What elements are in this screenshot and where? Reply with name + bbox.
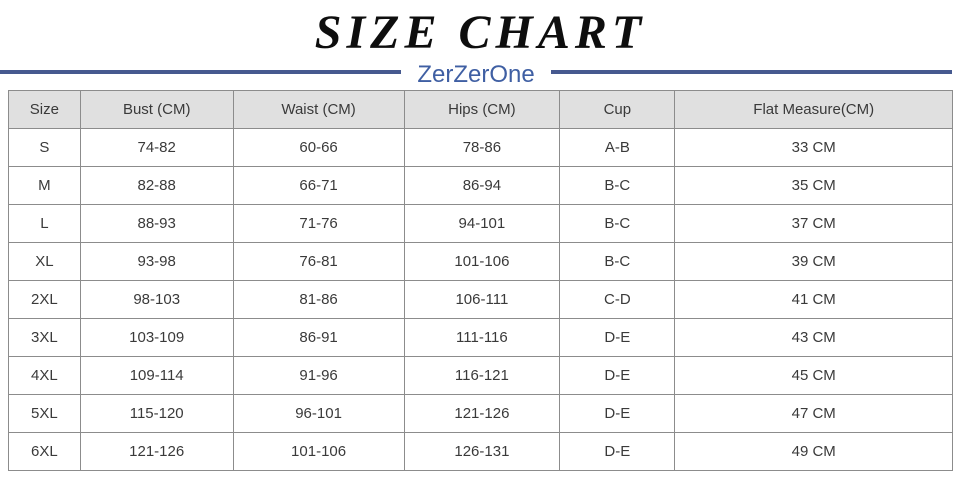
table-cell: 126-131	[403, 431, 561, 471]
table-cell: 115-120	[79, 393, 234, 433]
table-cell: 33 CM	[674, 127, 953, 167]
table-row: 3XL 103-109 86-91 111-116 D-E 43 CM	[8, 317, 953, 357]
table-cell: 106-111	[403, 279, 561, 319]
table-cell: 101-106	[232, 431, 405, 471]
table-cell: 37 CM	[674, 203, 953, 243]
size-cell: L	[8, 203, 81, 243]
table-row: M 82-88 66-71 86-94 B-C 35 CM	[8, 165, 953, 205]
table-row: XL 93-98 76-81 101-106 B-C 39 CM	[8, 241, 953, 281]
table-cell: 98-103	[79, 279, 234, 319]
table-cell: 121-126	[79, 431, 234, 471]
size-cell: 2XL	[8, 279, 81, 319]
table-row: S 74-82 60-66 78-86 A-B 33 CM	[8, 127, 953, 167]
table-cell: 81-86	[232, 279, 405, 319]
table-cell: D-E	[559, 317, 676, 357]
table-cell: 93-98	[79, 241, 234, 281]
size-chart-table: Size Bust (CM) Waist (CM) Hips (CM) Cup Flat …	[8, 89, 953, 471]
table-cell: 86-94	[403, 165, 561, 205]
table-cell: A-B	[559, 127, 676, 167]
size-table-body: S 74-82 60-66 78-86 A-B 33 CM M 82-88 66-71 86-94…	[8, 127, 953, 471]
table-cell: 78-86	[403, 127, 561, 167]
size-cell: M	[8, 165, 81, 205]
column-header: Bust (CM)	[79, 89, 234, 129]
page-title: SIZE CHART	[314, 6, 647, 59]
table-cell: 103-109	[79, 317, 234, 357]
table-cell: 43 CM	[674, 317, 953, 357]
table-cell: B-C	[559, 165, 676, 205]
table-row: 5XL 115-120 96-101 121-126 D-E 47 CM	[8, 393, 953, 433]
table-cell: 91-96	[232, 355, 405, 395]
table-cell: 96-101	[232, 393, 405, 433]
table-header-row: Size Bust (CM) Waist (CM) Hips (CM) Cup Flat …	[8, 89, 953, 129]
brand-name: ZerZerOne	[417, 60, 535, 88]
size-cell: 4XL	[8, 355, 81, 395]
table-cell: 101-106	[403, 241, 561, 281]
table-cell: 35 CM	[674, 165, 953, 205]
column-header: Waist (CM)	[232, 89, 405, 129]
table-row: 2XL 98-103 81-86 106-111 C-D 41 CM	[8, 279, 953, 319]
table-cell: B-C	[559, 241, 676, 281]
table-cell: 121-126	[403, 393, 561, 433]
table-cell: 49 CM	[674, 431, 953, 471]
size-cell: 6XL	[8, 431, 81, 471]
column-header: Size	[8, 89, 81, 129]
size-cell: XL	[8, 241, 81, 281]
table-cell: 86-91	[232, 317, 405, 357]
table-cell: 45 CM	[674, 355, 953, 395]
table-cell: C-D	[559, 279, 676, 319]
table-cell: 47 CM	[674, 393, 953, 433]
table-cell: 82-88	[79, 165, 234, 205]
size-cell: 3XL	[8, 317, 81, 357]
column-header: Flat Measure(CM)	[674, 89, 953, 129]
table-cell: 71-76	[232, 203, 405, 243]
size-cell: 5XL	[8, 393, 81, 433]
table-cell: 76-81	[232, 241, 405, 281]
column-header: Hips (CM)	[403, 89, 561, 129]
title-divider: ZerZerOne	[0, 60, 961, 88]
table-cell: 41 CM	[674, 279, 953, 319]
table-cell: 116-121	[403, 355, 561, 395]
table-cell: 88-93	[79, 203, 234, 243]
table-cell: 74-82	[79, 127, 234, 167]
table-cell: B-C	[559, 203, 676, 243]
size-cell: S	[8, 127, 81, 167]
table-cell: D-E	[559, 393, 676, 433]
column-header: Cup	[559, 89, 676, 129]
table-cell: 60-66	[232, 127, 405, 167]
divider-rule-right	[550, 69, 952, 74]
table-cell: 66-71	[232, 165, 405, 205]
table-cell: 111-116	[403, 317, 561, 357]
table-cell: 94-101	[403, 203, 561, 243]
table-cell: D-E	[559, 355, 676, 395]
table-row: 6XL 121-126 101-106 126-131 D-E 49 CM	[8, 431, 953, 471]
table-cell: 39 CM	[674, 241, 953, 281]
table-cell: D-E	[559, 431, 676, 471]
table-row: L 88-93 71-76 94-101 B-C 37 CM	[8, 203, 953, 243]
table-cell: 109-114	[79, 355, 234, 395]
divider-rule-left	[0, 69, 402, 74]
table-row: 4XL 109-114 91-96 116-121 D-E 45 CM	[8, 355, 953, 395]
